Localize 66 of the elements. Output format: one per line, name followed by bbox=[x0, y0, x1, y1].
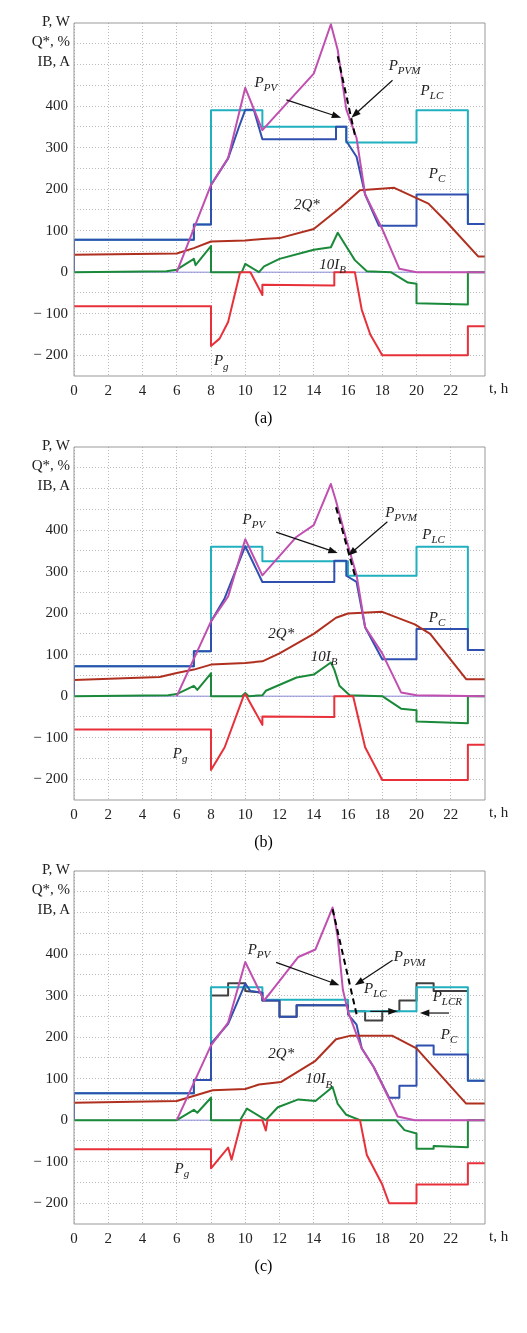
y-tick-label: 300 bbox=[45, 138, 68, 155]
x-tick-label: 8 bbox=[207, 1229, 215, 1246]
x-tick-label: 2 bbox=[104, 805, 112, 822]
y-tick-label: 300 bbox=[45, 986, 68, 1003]
x-tick-label: 8 bbox=[207, 805, 215, 822]
x-tick-label: 8 bbox=[207, 381, 215, 398]
x-tick-label: 10 bbox=[237, 805, 253, 822]
x-tick-label: 10 bbox=[237, 381, 253, 398]
x-tick-label: 6 bbox=[173, 1229, 181, 1246]
x-axis-title: t, h bbox=[489, 804, 509, 821]
y-tick-label: − 200 bbox=[33, 1194, 68, 1211]
x-tick-label: 4 bbox=[138, 381, 147, 398]
x-tick-label: 20 bbox=[409, 805, 424, 822]
y-tick-label: 0 bbox=[60, 687, 68, 704]
text: (c) bbox=[253, 1256, 274, 1277]
series-label: 2Q* bbox=[268, 624, 295, 641]
x-tick-label: 6 bbox=[173, 381, 181, 398]
y-tick-label: − 200 bbox=[33, 346, 68, 363]
y-tick-label: − 200 bbox=[33, 770, 68, 787]
y-tick-label: − 100 bbox=[33, 304, 68, 321]
x-tick-label: 18 bbox=[374, 381, 390, 398]
x-tick-label: 10 bbox=[237, 1229, 253, 1246]
x-tick-label: 14 bbox=[306, 381, 322, 398]
x-axis-title: t, h bbox=[489, 1228, 509, 1245]
x-tick-label: 2 bbox=[104, 1229, 112, 1246]
x-tick-label: 20 bbox=[409, 1229, 424, 1246]
y-tick-label: 400 bbox=[45, 521, 68, 537]
y-axis-title: P, W Q*, % IB, A bbox=[31, 13, 71, 70]
x-tick-label: 16 bbox=[340, 805, 356, 822]
text: (b) bbox=[253, 832, 274, 853]
series-label: 2Q* bbox=[293, 196, 321, 213]
text: (a) bbox=[253, 408, 274, 429]
x-tick-label: 14 bbox=[306, 805, 322, 822]
x-tick-label: 22 bbox=[443, 805, 459, 822]
x-tick-label: 4 bbox=[138, 805, 147, 822]
x-tick-label: 2 bbox=[104, 381, 112, 398]
x-axis-title: t, h bbox=[489, 380, 509, 397]
x-tick-label: 16 bbox=[340, 381, 356, 398]
series-label: 2Q* bbox=[268, 1045, 295, 1062]
y-tick-label: 100 bbox=[45, 1069, 68, 1086]
x-tick-label: 16 bbox=[340, 1229, 356, 1246]
x-tick-label: 14 bbox=[306, 1229, 322, 1246]
x-tick-label: 6 bbox=[173, 805, 181, 822]
x-tick-label: 22 bbox=[443, 381, 459, 398]
y-tick-label: 0 bbox=[60, 263, 68, 280]
y-tick-label: 200 bbox=[45, 1028, 68, 1045]
x-tick-label: 12 bbox=[272, 381, 287, 398]
y-tick-label: 200 bbox=[45, 180, 68, 197]
y-tick-label: 100 bbox=[45, 645, 68, 662]
y-tick-label: 400 bbox=[45, 945, 68, 961]
x-tick-label: 12 bbox=[272, 805, 287, 822]
y-tick-label: 100 bbox=[45, 221, 68, 238]
y-tick-label: − 100 bbox=[33, 1152, 68, 1169]
y-axis-title: P, W Q*, % IB, A bbox=[31, 437, 71, 494]
x-tick-label: 20 bbox=[409, 381, 424, 398]
y-tick-label: 400 bbox=[45, 97, 68, 113]
y-axis-title: P, W Q*, % IB, A bbox=[31, 861, 71, 918]
y-tick-label: 200 bbox=[45, 604, 68, 621]
y-tick-label: 300 bbox=[45, 562, 68, 579]
x-tick-label: 22 bbox=[443, 1229, 459, 1246]
x-tick-label: 18 bbox=[374, 805, 390, 822]
y-tick-label: − 100 bbox=[33, 728, 68, 745]
x-tick-label: 4 bbox=[138, 1229, 147, 1246]
y-tick-label: 0 bbox=[60, 1111, 68, 1128]
x-tick-label: 12 bbox=[272, 1229, 287, 1246]
x-tick-label: 18 bbox=[374, 1229, 390, 1246]
